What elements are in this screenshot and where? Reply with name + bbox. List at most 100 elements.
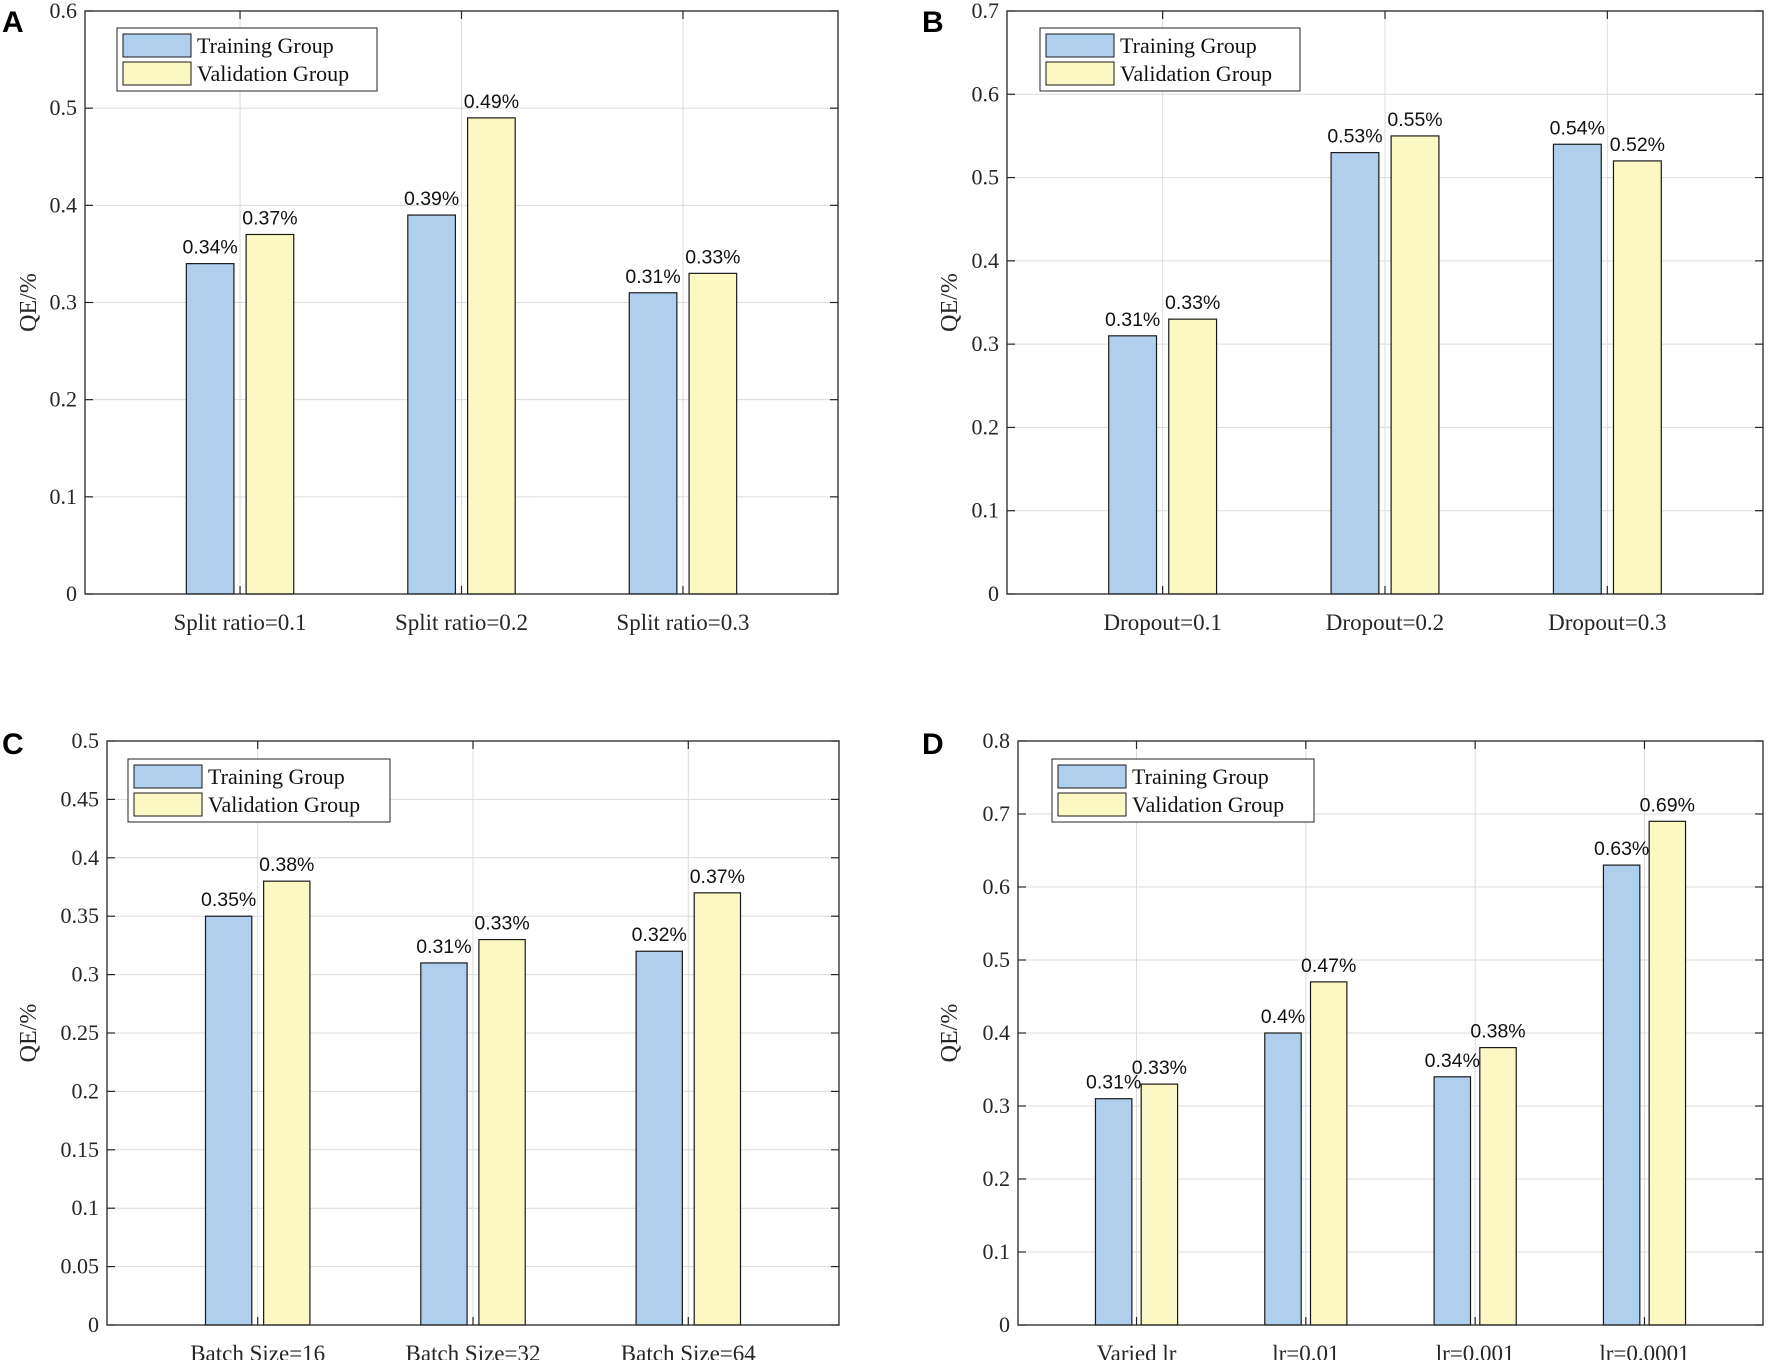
data-label: 0.33% [1165, 292, 1220, 314]
x-category-label: Dropout=0.3 [1548, 610, 1666, 635]
y-tick-label: 0.5 [72, 728, 100, 753]
y-tick-label: 0.3 [983, 1093, 1011, 1118]
legend-label-training: Training Group [208, 764, 345, 789]
data-label: 0.52% [1610, 134, 1665, 156]
legend-swatch-validation [1045, 61, 1115, 86]
x-category-label: lr=0.0001 [1599, 1341, 1689, 1360]
y-axis-label: QE/% [937, 1004, 963, 1063]
bar-training-0 [204, 915, 253, 1326]
data-label: 0.33% [1132, 1057, 1187, 1079]
y-tick-label: 0.5 [50, 95, 78, 120]
y-tick-label: 0 [999, 1312, 1010, 1337]
y-tick-label: 0.6 [50, 0, 78, 23]
bar-validation-0 [1140, 1083, 1179, 1326]
data-label: 0.54% [1550, 117, 1605, 139]
y-tick-label: 0 [88, 1312, 99, 1337]
data-label: 0.47% [1301, 955, 1356, 977]
y-tick-label: 0.6 [972, 81, 1000, 106]
data-label: 0.34% [1425, 1050, 1480, 1072]
y-tick-label: 0.2 [983, 1166, 1011, 1191]
data-label: 0.4% [1261, 1006, 1305, 1028]
data-label: 0.38% [259, 854, 314, 876]
legend: Training Group Validation Group [1039, 27, 1301, 92]
y-tick-label: 0.2 [72, 1078, 100, 1103]
data-label: 0.69% [1640, 794, 1695, 816]
legend-swatch-validation [1057, 792, 1127, 817]
data-label: 0.32% [632, 924, 687, 946]
data-label: 0.31% [416, 936, 471, 958]
y-axis-label: QE/% [16, 273, 42, 332]
data-label: 0.37% [690, 866, 745, 888]
y-tick-label: 0.1 [983, 1239, 1011, 1264]
bar-validation-1 [1309, 981, 1348, 1326]
y-tick-label: 0.7 [972, 0, 1000, 23]
bar-training-2 [635, 950, 683, 1326]
panel-letter-b: B [922, 6, 944, 39]
bar-validation-1 [478, 938, 526, 1326]
y-tick-label: 0.1 [72, 1195, 100, 1220]
bar-training-2 [1552, 143, 1602, 595]
y-tick-label: 0.4 [72, 845, 100, 870]
bar-validation-0 [1168, 318, 1218, 595]
data-label: 0.37% [242, 207, 297, 229]
legend-swatch-validation [122, 61, 192, 86]
x-category-label: lr=0.01 [1272, 1341, 1339, 1360]
data-label: 0.31% [625, 266, 680, 288]
data-label: 0.39% [404, 188, 459, 210]
bar-training-0 [185, 263, 235, 595]
legend: Training Group Validation Group [1051, 758, 1315, 823]
x-category-label: Dropout=0.2 [1326, 610, 1444, 635]
data-label: 0.53% [1327, 126, 1382, 148]
y-tick-label: 0.1 [50, 484, 78, 509]
data-label: 0.31% [1105, 309, 1160, 331]
data-label: 0.33% [685, 246, 740, 268]
legend-label-training: Training Group [197, 33, 334, 58]
y-tick-label: 0.4 [50, 192, 78, 217]
bar-training-2 [1433, 1076, 1472, 1326]
y-axis-label: QE/% [16, 1004, 42, 1063]
y-tick-label: 0.15 [61, 1137, 100, 1162]
chart-panel-d: 0.31% 0.4% 0.34% 0.63% 0.33% 0.47% 0.38% 0.69% 0… [922, 728, 1764, 1365]
legend-label-validation: Validation Group [1120, 61, 1272, 86]
y-tick-label: 0.1 [972, 498, 1000, 523]
legend-label-training: Training Group [1120, 33, 1257, 58]
x-category-label: Varied lr [1097, 1341, 1177, 1360]
data-label: 0.63% [1594, 838, 1649, 860]
bar-validation-0 [263, 880, 311, 1326]
legend-label-validation: Validation Group [208, 792, 360, 817]
legend-label-validation: Validation Group [197, 61, 349, 86]
y-tick-label: 0.3 [50, 290, 78, 315]
bar-validation-2 [688, 272, 738, 595]
x-category-label: lr=0.001 [1436, 1341, 1515, 1360]
bar-training-1 [1330, 151, 1380, 595]
y-tick-label: 0.6 [983, 874, 1011, 899]
y-tick-label: 0.3 [72, 962, 100, 987]
legend: Training Group Validation Group [127, 758, 391, 823]
x-category-label: Split ratio=0.3 [616, 610, 749, 635]
y-tick-label: 0.5 [983, 947, 1011, 972]
data-label: 0.33% [474, 913, 529, 935]
x-category-label: Batch Size=32 [406, 1341, 541, 1360]
y-axis-label: QE/% [937, 273, 963, 332]
legend-swatch-validation [133, 792, 203, 817]
bar-validation-2 [1479, 1046, 1517, 1326]
y-tick-label: 0.45 [61, 786, 100, 811]
bar-validation-3 [1648, 820, 1687, 1326]
bar-validation-2 [693, 892, 742, 1326]
legend-swatch-training [122, 33, 192, 58]
y-tick-label: 0.2 [50, 387, 78, 412]
x-category-label: Batch Size=16 [190, 1341, 325, 1360]
chart-panel-c: 0.35% 0.31% 0.32% 0.38% 0.33% 0.37% 0 0.05 0.1 0.… [2, 728, 840, 1365]
data-label: 0.49% [464, 91, 519, 113]
y-tick-label: 0.35 [61, 903, 100, 928]
bar-training-1 [407, 214, 457, 595]
chart-panel-a: 0.34% 0.39% 0.31% 0.37% 0.49% 0.33% 0 0.1 0.2 0.3… [2, 0, 839, 635]
y-tick-label: 0.8 [983, 728, 1011, 753]
bar-training-1 [420, 962, 468, 1326]
data-label: 0.35% [201, 889, 256, 911]
legend: Training Group Validation Group [116, 27, 378, 92]
bar-training-2 [628, 292, 678, 595]
legend-swatch-training [1045, 33, 1115, 58]
